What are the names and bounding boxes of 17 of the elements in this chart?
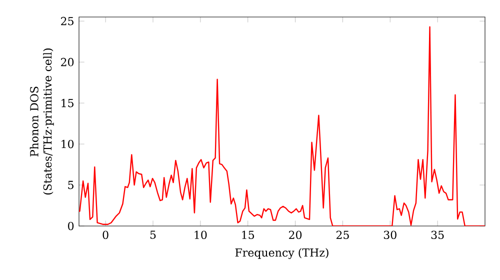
x-tick-label: 30 xyxy=(384,230,396,240)
x-tick-label: 5 xyxy=(150,230,156,239)
x-tick-label: 10 xyxy=(194,230,207,240)
y-tick-label: 5 xyxy=(68,180,74,190)
x-tick-label: 20 xyxy=(289,230,302,240)
x-tick-label: 35 xyxy=(431,230,444,240)
x-tick-label: 25 xyxy=(336,230,349,240)
y-tick-label: 0 xyxy=(68,222,74,230)
line-series xyxy=(79,26,486,226)
y-tick-label: 25 xyxy=(61,16,74,26)
x-tick-label: 15 xyxy=(242,230,254,240)
y-tick-label: 10 xyxy=(62,140,74,148)
x-axis-title: Frequency (THz) xyxy=(235,248,328,259)
y-tick-label: 15 xyxy=(62,98,74,108)
y-axis-title: Phonon DOS (States/THz·primitive cell) xyxy=(30,48,54,194)
y-tick-label: 20 xyxy=(61,58,74,66)
x-tick-label: 0 xyxy=(102,230,108,240)
